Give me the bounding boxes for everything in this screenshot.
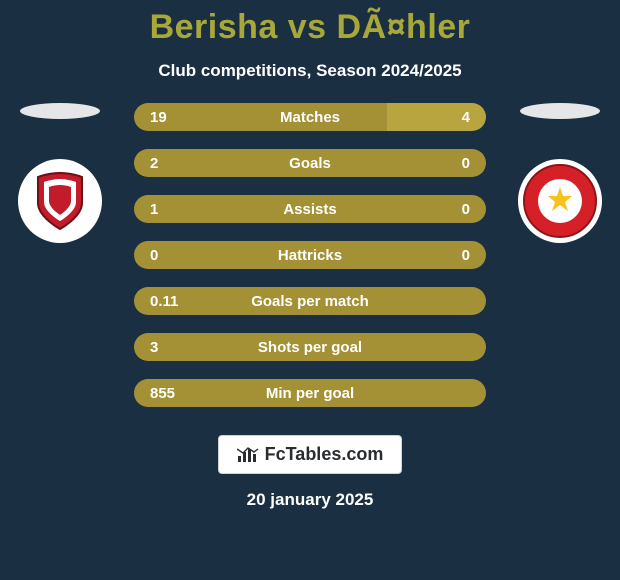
stat-left-value: 855 <box>150 385 175 402</box>
stat-left-value: 0.11 <box>150 293 178 310</box>
stat-left-value: 3 <box>150 339 158 356</box>
stat-row: 3Shots per goal <box>134 333 486 361</box>
stat-left-value: 0 <box>150 247 158 264</box>
source-label: FcTables.com <box>265 444 384 465</box>
stat-right-value: 0 <box>462 155 470 172</box>
stat-left-value: 2 <box>150 155 158 172</box>
right-team-column <box>500 103 620 243</box>
shield-icon <box>28 169 92 233</box>
season-subtitle: Club competitions, Season 2024/2025 <box>158 61 461 81</box>
stat-left-value: 1 <box>150 201 158 218</box>
stat-row: 00Hattricks <box>134 241 486 269</box>
comparison-chart: 194Matches20Goals10Assists00Hattricks0.1… <box>0 103 620 407</box>
source-badge: FcTables.com <box>218 435 403 474</box>
stat-row: 20Goals <box>134 149 486 177</box>
bar-chart-icon <box>237 447 259 463</box>
stat-right-value: 4 <box>462 109 470 126</box>
stat-row: 10Assists <box>134 195 486 223</box>
right-team-crest <box>518 159 602 243</box>
stat-bars: 194Matches20Goals10Assists00Hattricks0.1… <box>120 103 500 407</box>
stat-row: 0.11Goals per match <box>134 287 486 315</box>
stat-row: 194Matches <box>134 103 486 131</box>
stat-left-value: 19 <box>150 109 167 126</box>
page-title: Berisha vs DÃ¤hler <box>150 8 471 47</box>
left-team-column <box>0 103 120 243</box>
generation-date: 20 january 2025 <box>247 490 374 510</box>
stat-right-value: 0 <box>462 201 470 218</box>
left-team-crest <box>18 159 102 243</box>
stat-right-value: 0 <box>462 247 470 264</box>
circle-crest-icon <box>522 163 598 239</box>
stat-row: 855Min per goal <box>134 379 486 407</box>
right-ellipse <box>520 103 600 119</box>
left-ellipse <box>20 103 100 119</box>
